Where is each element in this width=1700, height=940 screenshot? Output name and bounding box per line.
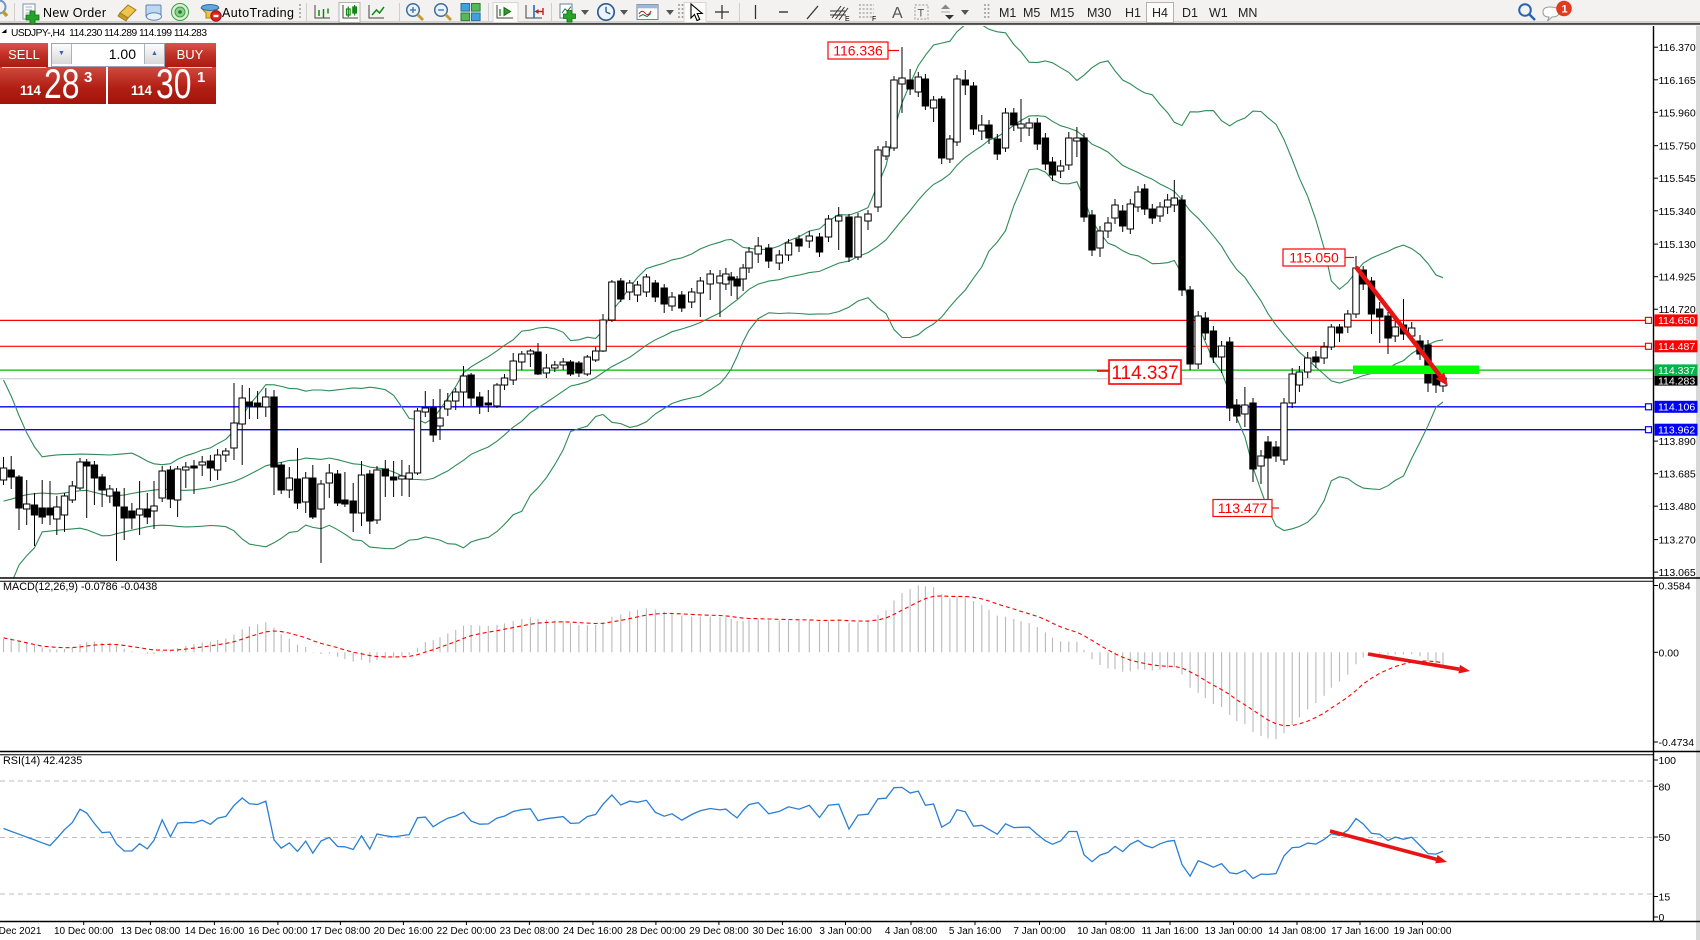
svg-text:14 Dec 16:00: 14 Dec 16:00 xyxy=(185,926,245,937)
svg-text:-0.4734: -0.4734 xyxy=(1659,737,1695,749)
svg-text:New Order: New Order xyxy=(43,6,106,20)
svg-text:7 Jan 00:00: 7 Jan 00:00 xyxy=(1013,926,1066,937)
svg-text:114.925: 114.925 xyxy=(1659,272,1696,284)
svg-text:115.130: 115.130 xyxy=(1659,239,1696,251)
svg-text:50: 50 xyxy=(1659,832,1671,844)
svg-text:19 Jan 00:00: 19 Jan 00:00 xyxy=(1394,926,1452,937)
svg-text:116.336: 116.336 xyxy=(833,43,883,59)
svg-text:4 Jan 08:00: 4 Jan 08:00 xyxy=(885,926,938,937)
svg-text:T: T xyxy=(918,8,925,20)
svg-text:10 Jan 08:00: 10 Jan 08:00 xyxy=(1077,926,1135,937)
svg-text:RSI(14) 42.4235: RSI(14) 42.4235 xyxy=(3,755,82,767)
svg-text:115.960: 115.960 xyxy=(1659,107,1696,119)
svg-text:15: 15 xyxy=(1659,892,1671,904)
svg-text:1: 1 xyxy=(1562,4,1568,16)
svg-text:23 Dec 08:00: 23 Dec 08:00 xyxy=(500,926,560,937)
svg-text:5 Jan 16:00: 5 Jan 16:00 xyxy=(949,926,1002,937)
svg-text:114.283: 114.283 xyxy=(1658,376,1695,388)
svg-text:116.165: 116.165 xyxy=(1659,75,1696,87)
svg-text:100: 100 xyxy=(1659,755,1677,767)
svg-text:M30: M30 xyxy=(1087,6,1111,20)
svg-text:AutoTrading: AutoTrading xyxy=(222,6,294,20)
svg-text:114.720: 114.720 xyxy=(1659,304,1696,316)
svg-text:F: F xyxy=(872,16,876,23)
svg-text:22 Dec 00:00: 22 Dec 00:00 xyxy=(437,926,497,937)
svg-text:29 Dec 08:00: 29 Dec 08:00 xyxy=(689,926,749,937)
svg-text:116.370: 116.370 xyxy=(1659,42,1696,54)
svg-text:Dec 2021: Dec 2021 xyxy=(0,926,42,937)
svg-text:USDJPY-,H4 114.230 114.289 11: USDJPY-,H4 114.230 114.289 114.199 114.2… xyxy=(11,28,207,39)
svg-text:M15: M15 xyxy=(1050,6,1074,20)
svg-text:115.750: 115.750 xyxy=(1659,141,1696,153)
svg-text:17 Jan 16:00: 17 Jan 16:00 xyxy=(1331,926,1389,937)
svg-text:11 Jan 16:00: 11 Jan 16:00 xyxy=(1141,926,1199,937)
svg-text:113.890: 113.890 xyxy=(1659,436,1696,448)
svg-text:3 Jan 00:00: 3 Jan 00:00 xyxy=(819,926,872,937)
svg-text:D1: D1 xyxy=(1182,6,1198,20)
svg-text:14 Jan 08:00: 14 Jan 08:00 xyxy=(1268,926,1326,937)
svg-text:114.487: 114.487 xyxy=(1658,341,1695,353)
svg-text:0.3584: 0.3584 xyxy=(1659,581,1691,593)
svg-text:M5: M5 xyxy=(1023,6,1040,20)
svg-text:113.477: 113.477 xyxy=(1218,500,1268,516)
svg-text:17 Dec 08:00: 17 Dec 08:00 xyxy=(311,926,371,937)
svg-text:MACD(12,26,9) -0.0786 -0.0438: MACD(12,26,9) -0.0786 -0.0438 xyxy=(3,581,157,593)
svg-text:H1: H1 xyxy=(1125,6,1141,20)
svg-text:113.962: 113.962 xyxy=(1658,425,1695,437)
svg-text:24 Dec 16:00: 24 Dec 16:00 xyxy=(563,926,623,937)
svg-text:0.00: 0.00 xyxy=(1659,647,1680,659)
svg-text:114.650: 114.650 xyxy=(1658,315,1695,327)
svg-text:114.106: 114.106 xyxy=(1658,402,1695,414)
svg-text:13 Jan 00:00: 13 Jan 00:00 xyxy=(1205,926,1263,937)
svg-text:114.337: 114.337 xyxy=(1658,365,1695,377)
svg-text:114.337: 114.337 xyxy=(1111,363,1178,384)
svg-text:A: A xyxy=(892,5,903,22)
svg-text:113.270: 113.270 xyxy=(1659,535,1696,547)
svg-text:28 Dec 00:00: 28 Dec 00:00 xyxy=(626,926,686,937)
svg-text:0: 0 xyxy=(1659,912,1665,924)
svg-text:113.065: 113.065 xyxy=(1659,567,1696,579)
svg-text:115.340: 115.340 xyxy=(1659,206,1696,218)
svg-text:80: 80 xyxy=(1659,781,1671,793)
svg-text:MN: MN xyxy=(1238,6,1257,20)
svg-text:113.685: 113.685 xyxy=(1659,469,1696,481)
svg-text:16 Dec 00:00: 16 Dec 00:00 xyxy=(248,926,308,937)
svg-text:E: E xyxy=(845,16,850,23)
svg-text:115.545: 115.545 xyxy=(1659,173,1696,185)
svg-text:13 Dec 08:00: 13 Dec 08:00 xyxy=(121,926,181,937)
svg-text:113.480: 113.480 xyxy=(1659,501,1696,513)
svg-text:30 Dec 16:00: 30 Dec 16:00 xyxy=(753,926,813,937)
svg-text:W1: W1 xyxy=(1209,6,1228,20)
svg-text:115.050: 115.050 xyxy=(1289,250,1339,266)
svg-text:H4: H4 xyxy=(1152,6,1168,20)
svg-text:M1: M1 xyxy=(999,6,1016,20)
svg-text:20 Dec 16:00: 20 Dec 16:00 xyxy=(374,926,434,937)
svg-text:10 Dec 00:00: 10 Dec 00:00 xyxy=(54,926,114,937)
